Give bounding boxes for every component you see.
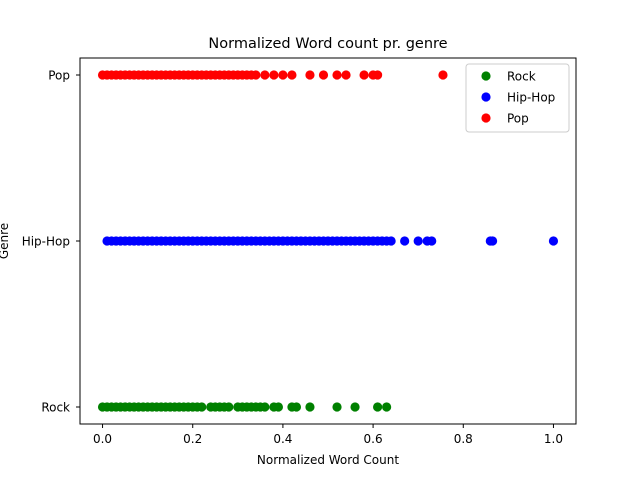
legend-label: Pop [507,112,529,126]
data-points [97,70,559,412]
point-rock-34 [260,402,270,412]
point-hip-hop-70 [548,236,559,246]
legend-marker-pop [481,113,491,123]
legend-frame [465,63,570,133]
point-hip-hop-65 [413,236,423,246]
x-tick-label: 1.0 [544,432,563,446]
y-tick-label: Hip-Hop [22,235,70,249]
point-pop-42 [341,70,351,80]
point-hip-hop-69 [487,236,498,246]
point-rock-42 [373,402,383,412]
point-rock-43 [382,402,392,412]
point-hip-hop-63 [386,236,396,246]
y-tick-label: Pop [48,69,70,83]
y-axis: Rock Hip-Hop Pop [22,69,80,415]
point-rock-27 [224,402,234,412]
point-hip-hop-67 [427,236,437,246]
x-tick-label: 0.0 [93,432,112,446]
point-pop-38 [287,70,297,80]
point-pop-40 [318,70,329,80]
x-tick-label: 0.4 [273,432,292,446]
legend-marker-hip-hop [481,92,491,102]
point-pop-43 [359,70,369,80]
legend-marker-rock [481,71,491,81]
legend: Rock Hip-Hop Pop [465,63,570,133]
point-pop-35 [260,70,270,80]
point-pop-41 [332,70,342,80]
point-pop-46 [438,70,448,80]
point-hip-hop-64 [400,236,410,246]
point-rock-36 [273,402,283,412]
legend-label: Hip-Hop [507,91,555,105]
y-axis-label: Genre [0,223,11,259]
point-pop-34 [251,70,261,80]
x-axis: 0.0 0.2 0.4 0.6 0.8 1.0 [93,424,563,446]
y-tick-label: Rock [41,401,70,415]
x-tick-label: 0.2 [183,432,202,446]
point-rock-41 [350,402,360,412]
chart-title: Normalized Word count pr. genre [208,36,447,52]
point-rock-22 [197,402,207,412]
point-pop-39 [305,70,315,80]
point-pop-37 [278,70,288,80]
point-pop-45 [373,70,383,80]
point-rock-38 [291,402,302,412]
point-pop-36 [269,70,279,80]
x-axis-label: Normalized Word Count [257,453,399,467]
point-rock-40 [332,402,342,412]
x-tick-label: 0.6 [364,432,383,446]
x-tick-label: 0.8 [454,432,473,446]
point-rock-39 [305,402,315,412]
legend-label: Rock [507,70,536,84]
